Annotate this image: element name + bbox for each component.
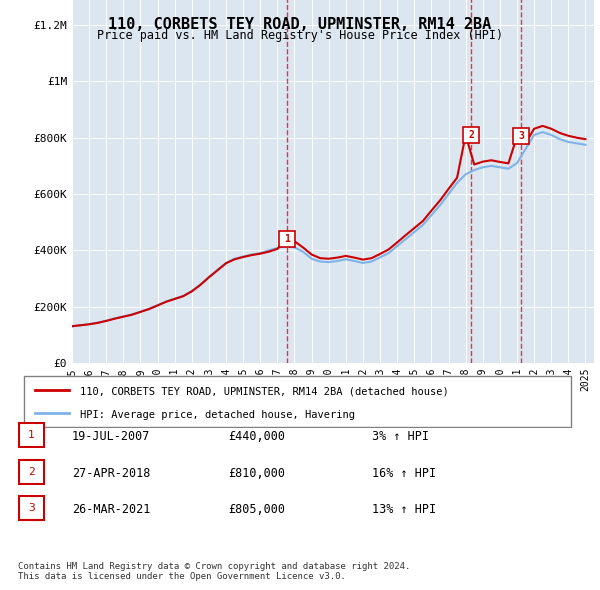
Text: HPI: Average price, detached house, Havering: HPI: Average price, detached house, Have… <box>80 410 355 420</box>
FancyBboxPatch shape <box>19 496 44 520</box>
Text: 2: 2 <box>28 467 35 477</box>
Text: £440,000: £440,000 <box>228 430 285 443</box>
Text: 19-JUL-2007: 19-JUL-2007 <box>72 430 151 443</box>
Text: 110, CORBETS TEY ROAD, UPMINSTER, RM14 2BA (detached house): 110, CORBETS TEY ROAD, UPMINSTER, RM14 2… <box>80 386 449 396</box>
Text: 3: 3 <box>518 132 524 142</box>
Text: 110, CORBETS TEY ROAD, UPMINSTER, RM14 2BA: 110, CORBETS TEY ROAD, UPMINSTER, RM14 2… <box>109 17 491 31</box>
Text: Price paid vs. HM Land Registry's House Price Index (HPI): Price paid vs. HM Land Registry's House … <box>97 30 503 42</box>
Text: 1: 1 <box>28 430 35 440</box>
FancyBboxPatch shape <box>23 376 571 427</box>
Text: 1: 1 <box>284 234 290 244</box>
FancyBboxPatch shape <box>19 460 44 484</box>
Text: 27-APR-2018: 27-APR-2018 <box>72 467 151 480</box>
Text: Contains HM Land Registry data © Crown copyright and database right 2024.
This d: Contains HM Land Registry data © Crown c… <box>18 562 410 581</box>
Text: 3% ↑ HPI: 3% ↑ HPI <box>372 430 429 443</box>
Text: £805,000: £805,000 <box>228 503 285 516</box>
Text: 16% ↑ HPI: 16% ↑ HPI <box>372 467 436 480</box>
FancyBboxPatch shape <box>19 423 44 447</box>
Text: £810,000: £810,000 <box>228 467 285 480</box>
Text: 2: 2 <box>468 130 474 140</box>
Text: 3: 3 <box>28 503 35 513</box>
Text: 26-MAR-2021: 26-MAR-2021 <box>72 503 151 516</box>
Text: 13% ↑ HPI: 13% ↑ HPI <box>372 503 436 516</box>
